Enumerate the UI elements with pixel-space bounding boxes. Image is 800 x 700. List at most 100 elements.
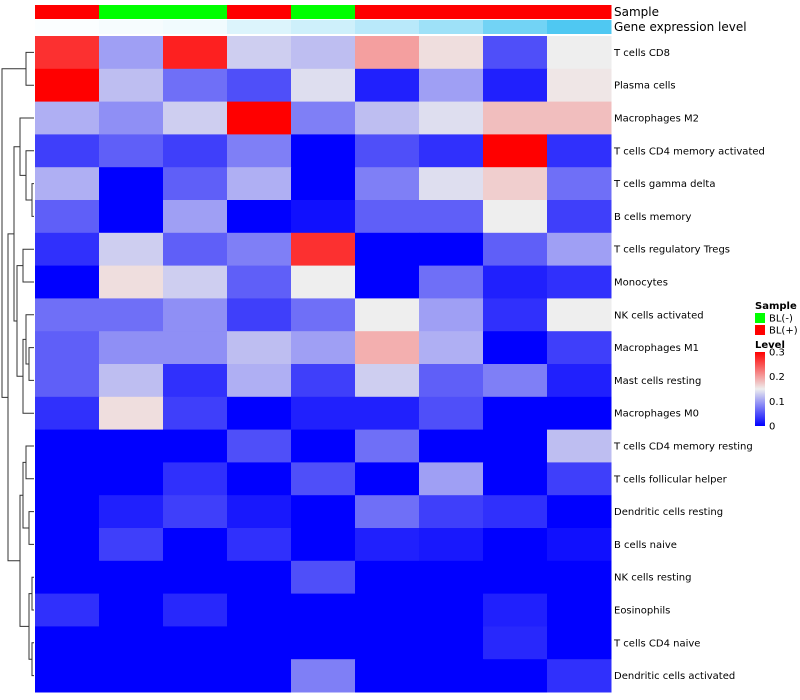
heatmap-cell — [291, 462, 356, 496]
dendrogram-branch — [28, 347, 34, 381]
heatmap-cell — [99, 36, 164, 70]
heatmap-cell — [99, 232, 164, 267]
heatmap-cell — [35, 364, 100, 398]
heatmap-cell — [291, 364, 356, 398]
heatmap-cell — [35, 68, 100, 103]
dendrogram-branch — [25, 445, 34, 480]
heatmap-cell — [99, 364, 164, 398]
heatmap-cell — [355, 134, 420, 168]
heatmap-cell — [35, 560, 100, 595]
heatmap-cell — [291, 626, 356, 660]
heatmap-cell — [99, 331, 164, 365]
heatmap-cell — [355, 265, 420, 299]
row-label: Dendritic cells resting — [614, 507, 723, 518]
heatmap-cell — [35, 626, 100, 660]
heatmap-cell — [227, 134, 292, 168]
heatmap-cell — [419, 462, 484, 496]
heatmap-cell — [547, 364, 612, 398]
heatmap-cell — [547, 495, 612, 529]
heatmap-cell — [483, 462, 548, 496]
heatmap-cell — [99, 167, 164, 201]
heatmap-cell — [35, 298, 100, 332]
gene-expression-annotation-cell — [227, 20, 292, 34]
heatmap-cell — [291, 36, 356, 70]
heatmap-cell — [99, 101, 164, 135]
heatmap-cell — [483, 626, 548, 660]
heatmap-cell — [99, 593, 164, 627]
heatmap-cell — [291, 298, 356, 332]
heatmap-cell — [163, 232, 228, 267]
heatmap-cell — [163, 626, 228, 660]
row-label: T cells follicular helper — [613, 474, 728, 485]
heatmap-cell — [99, 495, 164, 529]
heatmap-cell — [291, 659, 356, 693]
dendrogram-branch — [25, 314, 34, 365]
heatmap-cell — [35, 331, 100, 365]
heatmap-cell — [291, 167, 356, 201]
heatmap-cell — [227, 265, 292, 299]
legend-title-sample: Sample — [755, 301, 797, 312]
gene-expression-annotation-cell — [419, 20, 484, 34]
legend-label: BL(-) — [769, 314, 793, 325]
heatmap-cell — [355, 167, 420, 201]
heatmap-cell — [99, 134, 164, 168]
gene-expression-annotation-cell — [355, 20, 420, 34]
dendrogram-branch — [16, 265, 23, 377]
heatmap-cell — [355, 68, 420, 103]
row-label: Eosinophils — [614, 606, 670, 617]
heatmap-cell — [355, 659, 420, 693]
sample-annotation-cell — [483, 5, 548, 19]
heatmap-cell — [163, 396, 228, 431]
gene-expression-annotation-cell — [483, 20, 548, 34]
heatmap-cell — [35, 265, 100, 299]
heatmap-cell — [227, 364, 292, 398]
row-label: Dendritic cells activated — [614, 671, 735, 682]
level-tick-label: 0 — [769, 422, 775, 433]
heatmap-cell — [227, 167, 292, 201]
dendrogram-branch — [25, 150, 34, 201]
heatmap-cell — [419, 101, 484, 135]
heatmap-cell — [291, 396, 356, 431]
gene-expression-annotation-cell — [547, 20, 612, 34]
sample-annotation-cell — [227, 5, 292, 19]
heatmap-cell — [355, 232, 420, 267]
dendrogram-branch — [1, 68, 26, 398]
dendrogram-branch — [25, 51, 34, 86]
column-annotations — [35, 5, 612, 34]
heatmap-cell — [35, 200, 100, 234]
dendrogram-branch — [31, 183, 34, 217]
heatmap-cell — [163, 68, 228, 103]
heatmap-cell — [547, 36, 612, 70]
heatmap-cell — [547, 331, 612, 365]
heatmap-cell — [227, 68, 292, 103]
heatmap-cell — [227, 232, 292, 267]
row-label: T cells CD4 memory resting — [613, 442, 753, 453]
level-tick-label: 0.2 — [769, 372, 785, 383]
row-label: NK cells activated — [614, 310, 704, 321]
annotation-label-gene-expression: Gene expression level — [614, 20, 747, 34]
heatmap-cell — [419, 36, 484, 70]
heatmap-cell — [419, 429, 484, 463]
heatmap-cell — [547, 528, 612, 562]
heatmap-cell — [227, 659, 292, 693]
heatmap-cell — [419, 659, 484, 693]
heatmap-cell — [483, 101, 548, 135]
heatmap-cell — [99, 68, 164, 103]
heatmap-cell — [35, 232, 100, 267]
heatmap-cell — [419, 495, 484, 529]
heatmap-cell — [547, 429, 612, 463]
gene-expression-annotation-cell — [35, 20, 100, 34]
heatmap-cell — [35, 462, 100, 496]
heatmap-cell — [99, 462, 164, 496]
heatmap-cell — [35, 429, 100, 463]
heatmap-cell — [547, 659, 612, 693]
heatmap-cell — [419, 364, 484, 398]
sample-annotation-cell — [547, 5, 612, 19]
heatmap-cell — [163, 101, 228, 135]
legend-label: BL(+) — [769, 326, 798, 337]
heatmap-cell — [163, 36, 228, 70]
heatmap-cell — [163, 560, 228, 595]
heatmap-cell — [35, 593, 100, 627]
